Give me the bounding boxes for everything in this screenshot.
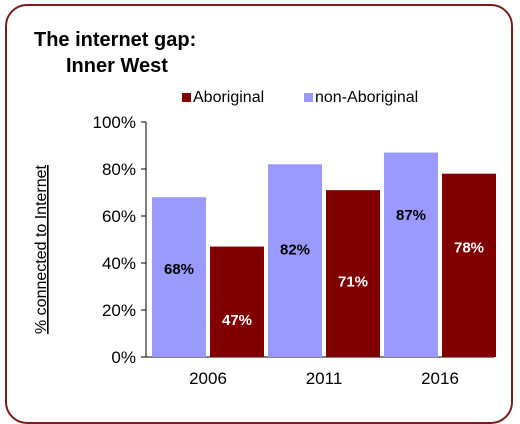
data-label-aboriginal-2011: 71% [338, 274, 368, 291]
x-tick-label: 2011 [306, 369, 343, 388]
legend-label-non-aboriginal: non-Aboriginal [315, 89, 418, 106]
y-tick-label: 0% [111, 348, 136, 367]
x-tick-label: 2006 [189, 369, 227, 388]
y-tick-label: 20% [102, 301, 136, 320]
chart-title-line-2: Inner West [66, 55, 168, 77]
data-label-aboriginal-2006: 47% [222, 312, 252, 329]
bar-aboriginal-2011 [326, 190, 380, 357]
legend-swatch-non-aboriginal [304, 93, 313, 102]
bar-non-aboriginal-2011 [268, 164, 322, 357]
bar-aboriginal-2006 [210, 246, 264, 357]
bar-chart: 0% 20% 40% 60% 80% 100% 2006 68% 47% 2011 82% 71% 20… [33, 89, 496, 388]
data-label-aboriginal-2016: 78% [454, 239, 484, 256]
data-label-non-aboriginal-2011: 82% [280, 242, 310, 259]
chart-title-line-1: The internet gap: [34, 29, 197, 51]
y-axis-label: % connected to Internet [33, 164, 50, 334]
data-label-non-aboriginal-2016: 87% [396, 207, 426, 224]
y-tick-label: 40% [102, 254, 136, 273]
legend-swatch-aboriginal [182, 93, 191, 102]
y-tick-label: 60% [102, 207, 136, 226]
legend-label-aboriginal: Aboriginal [193, 89, 264, 106]
y-tick-label: 100% [93, 113, 136, 132]
y-tick-label: 80% [102, 160, 136, 179]
bar-non-aboriginal-2016 [384, 152, 438, 357]
bar-non-aboriginal-2006 [152, 197, 206, 357]
bar-aboriginal-2016 [442, 173, 496, 357]
x-tick-label: 2016 [421, 369, 459, 388]
data-label-non-aboriginal-2006: 68% [164, 261, 194, 278]
